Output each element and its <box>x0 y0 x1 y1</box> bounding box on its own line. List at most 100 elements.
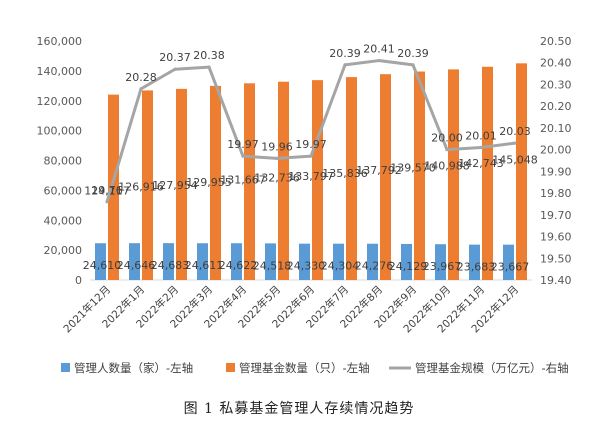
y-left-tick-label: 0 <box>75 274 82 287</box>
line-point <box>241 154 245 158</box>
y-left-tick-label: 100,000 <box>37 125 83 138</box>
y-left-tick-label: 160,000 <box>37 35 83 48</box>
line-point <box>479 145 483 150</box>
y-right-tick-label: 20.00 <box>540 144 572 157</box>
label-fund-count: 142,743 <box>458 157 504 170</box>
y-right-tick-label: 19.50 <box>540 252 572 265</box>
y-right-tick-label: 19.60 <box>540 231 572 244</box>
line-point <box>275 156 279 160</box>
legend-label-manager-count: 管理人数量（家）-左轴 <box>74 361 193 375</box>
label-fund-scale: 19.97 <box>295 138 327 151</box>
bar-fund-count <box>108 94 119 280</box>
y-right-tick-label: 20.10 <box>540 122 572 135</box>
bar-manager-count <box>265 243 276 280</box>
label-fund-scale: 20.00 <box>431 132 463 145</box>
label-fund-count: 127,954 <box>152 179 198 192</box>
label-fund-count: 124,117 <box>84 185 130 198</box>
scale-line <box>105 58 517 204</box>
bar-manager-count <box>95 243 106 280</box>
line-point <box>513 141 517 145</box>
right-axis-ticks: 19.40 19.50 19.60 19.70 19.80 19.90 20.00 20.10… <box>540 35 572 287</box>
line-point <box>343 63 347 67</box>
bar-manager-count <box>469 244 480 280</box>
left-axis-ticks: 0 20,000 40,000 60,000 80,000 100,000 120,000 1… <box>37 35 83 287</box>
y-right-tick-label: 19.40 <box>540 274 572 287</box>
y-right-tick-label: 20.30 <box>540 78 572 91</box>
bar-manager-count <box>333 243 344 280</box>
line-point <box>207 65 211 69</box>
label-fund-count: 135,836 <box>322 167 368 180</box>
label-fund-count: 137,792 <box>356 164 402 177</box>
label-manager-count: 24,646 <box>117 259 156 272</box>
bar-manager-count <box>367 243 378 280</box>
y-left-tick-label: 120,000 <box>37 95 83 108</box>
bar-fund-count <box>142 90 153 281</box>
bar-manager-count <box>197 243 208 280</box>
label-fund-count: 131,667 <box>220 173 266 186</box>
x-axis-ticks: 2021年12月2022年1月2022年2月2022年3月2022年4月2022… <box>61 283 521 335</box>
label-fund-scale: 20.38 <box>193 49 225 62</box>
label-fund-scale: 20.39 <box>397 47 429 60</box>
line-point <box>173 67 177 71</box>
label-manager-count: 24,330 <box>287 260 326 273</box>
bar-manager-count <box>503 244 514 280</box>
line-point <box>105 200 109 204</box>
legend-label-fund-count: 管理基金数量（只）-左轴 <box>239 361 370 375</box>
y-left-tick-label: 20,000 <box>44 244 83 257</box>
label-fund-count: 133,797 <box>288 170 334 183</box>
label-fund-scale: 19.97 <box>227 138 259 151</box>
legend-swatch-fund-count <box>226 363 235 372</box>
label-manager-count: 24,611 <box>185 259 224 272</box>
bar-fund-count <box>244 83 255 280</box>
bar-fund-count <box>516 63 527 280</box>
label-fund-scale: 19.96 <box>261 140 293 153</box>
y-left-tick-label: 40,000 <box>44 214 83 227</box>
label-fund-count: 145,048 <box>492 153 538 166</box>
label-fund-count: 126,916 <box>118 180 164 193</box>
label-manager-count: 23,967 <box>423 260 462 273</box>
line-point <box>377 58 381 63</box>
bar-fund-count <box>210 85 221 280</box>
bar-fund-count <box>380 74 391 280</box>
legend-label-fund-scale: 管理基金规模（万亿元）-右轴 <box>415 361 569 375</box>
label-fund-count: 132,736 <box>254 172 300 185</box>
label-manager-count: 23,683 <box>457 261 496 274</box>
y-right-tick-label: 19.90 <box>540 165 572 178</box>
bar-fund-count <box>278 81 289 280</box>
label-fund-count: 139,570 <box>390 162 436 175</box>
y-left-tick-label: 80,000 <box>44 155 83 168</box>
line-point <box>445 148 449 152</box>
label-manager-count: 24,129 <box>389 260 428 273</box>
y-right-tick-label: 19.70 <box>540 209 572 222</box>
bar-manager-count <box>299 243 310 280</box>
label-manager-count: 24,683 <box>151 259 190 272</box>
y-right-tick-label: 20.50 <box>540 35 572 48</box>
legend-swatch-manager-count <box>61 363 70 372</box>
label-fund-count: 140,988 <box>424 159 470 172</box>
y-left-tick-label: 60,000 <box>44 184 83 197</box>
combo-chart: 0 20,000 40,000 60,000 80,000 100,000 120,000 1… <box>37 35 572 375</box>
y-right-tick-label: 19.80 <box>540 187 572 200</box>
bar-manager-count <box>163 243 174 280</box>
bar-fund-count <box>312 80 323 280</box>
legend: 管理人数量（家）-左轴 管理基金数量（只）-左轴 管理基金规模（万亿元）-右轴 <box>61 361 569 375</box>
y-left-tick-label: 140,000 <box>37 65 83 78</box>
label-fund-scale: 20.41 <box>363 43 395 56</box>
label-manager-count: 24,518 <box>253 259 292 272</box>
label-manager-count: 24,276 <box>355 260 394 273</box>
label-manager-count: 24,610 <box>83 259 122 272</box>
label-fund-scale: 19.76 <box>91 184 123 197</box>
label-fund-scale: 20.28 <box>125 71 157 84</box>
label-manager-count: 24,622 <box>219 259 258 272</box>
y-right-tick-label: 20.20 <box>540 100 572 113</box>
bar-manager-count <box>129 243 140 280</box>
label-manager-count: 24,304 <box>321 260 360 273</box>
bar-manager-count <box>401 243 412 280</box>
bar-fund-count <box>176 88 187 280</box>
y-right-tick-label: 20.40 <box>540 57 572 70</box>
bar-manager-count <box>435 244 446 280</box>
bar-fund-count <box>448 69 459 281</box>
line-point <box>309 154 313 158</box>
bar-fund-count <box>346 77 357 281</box>
